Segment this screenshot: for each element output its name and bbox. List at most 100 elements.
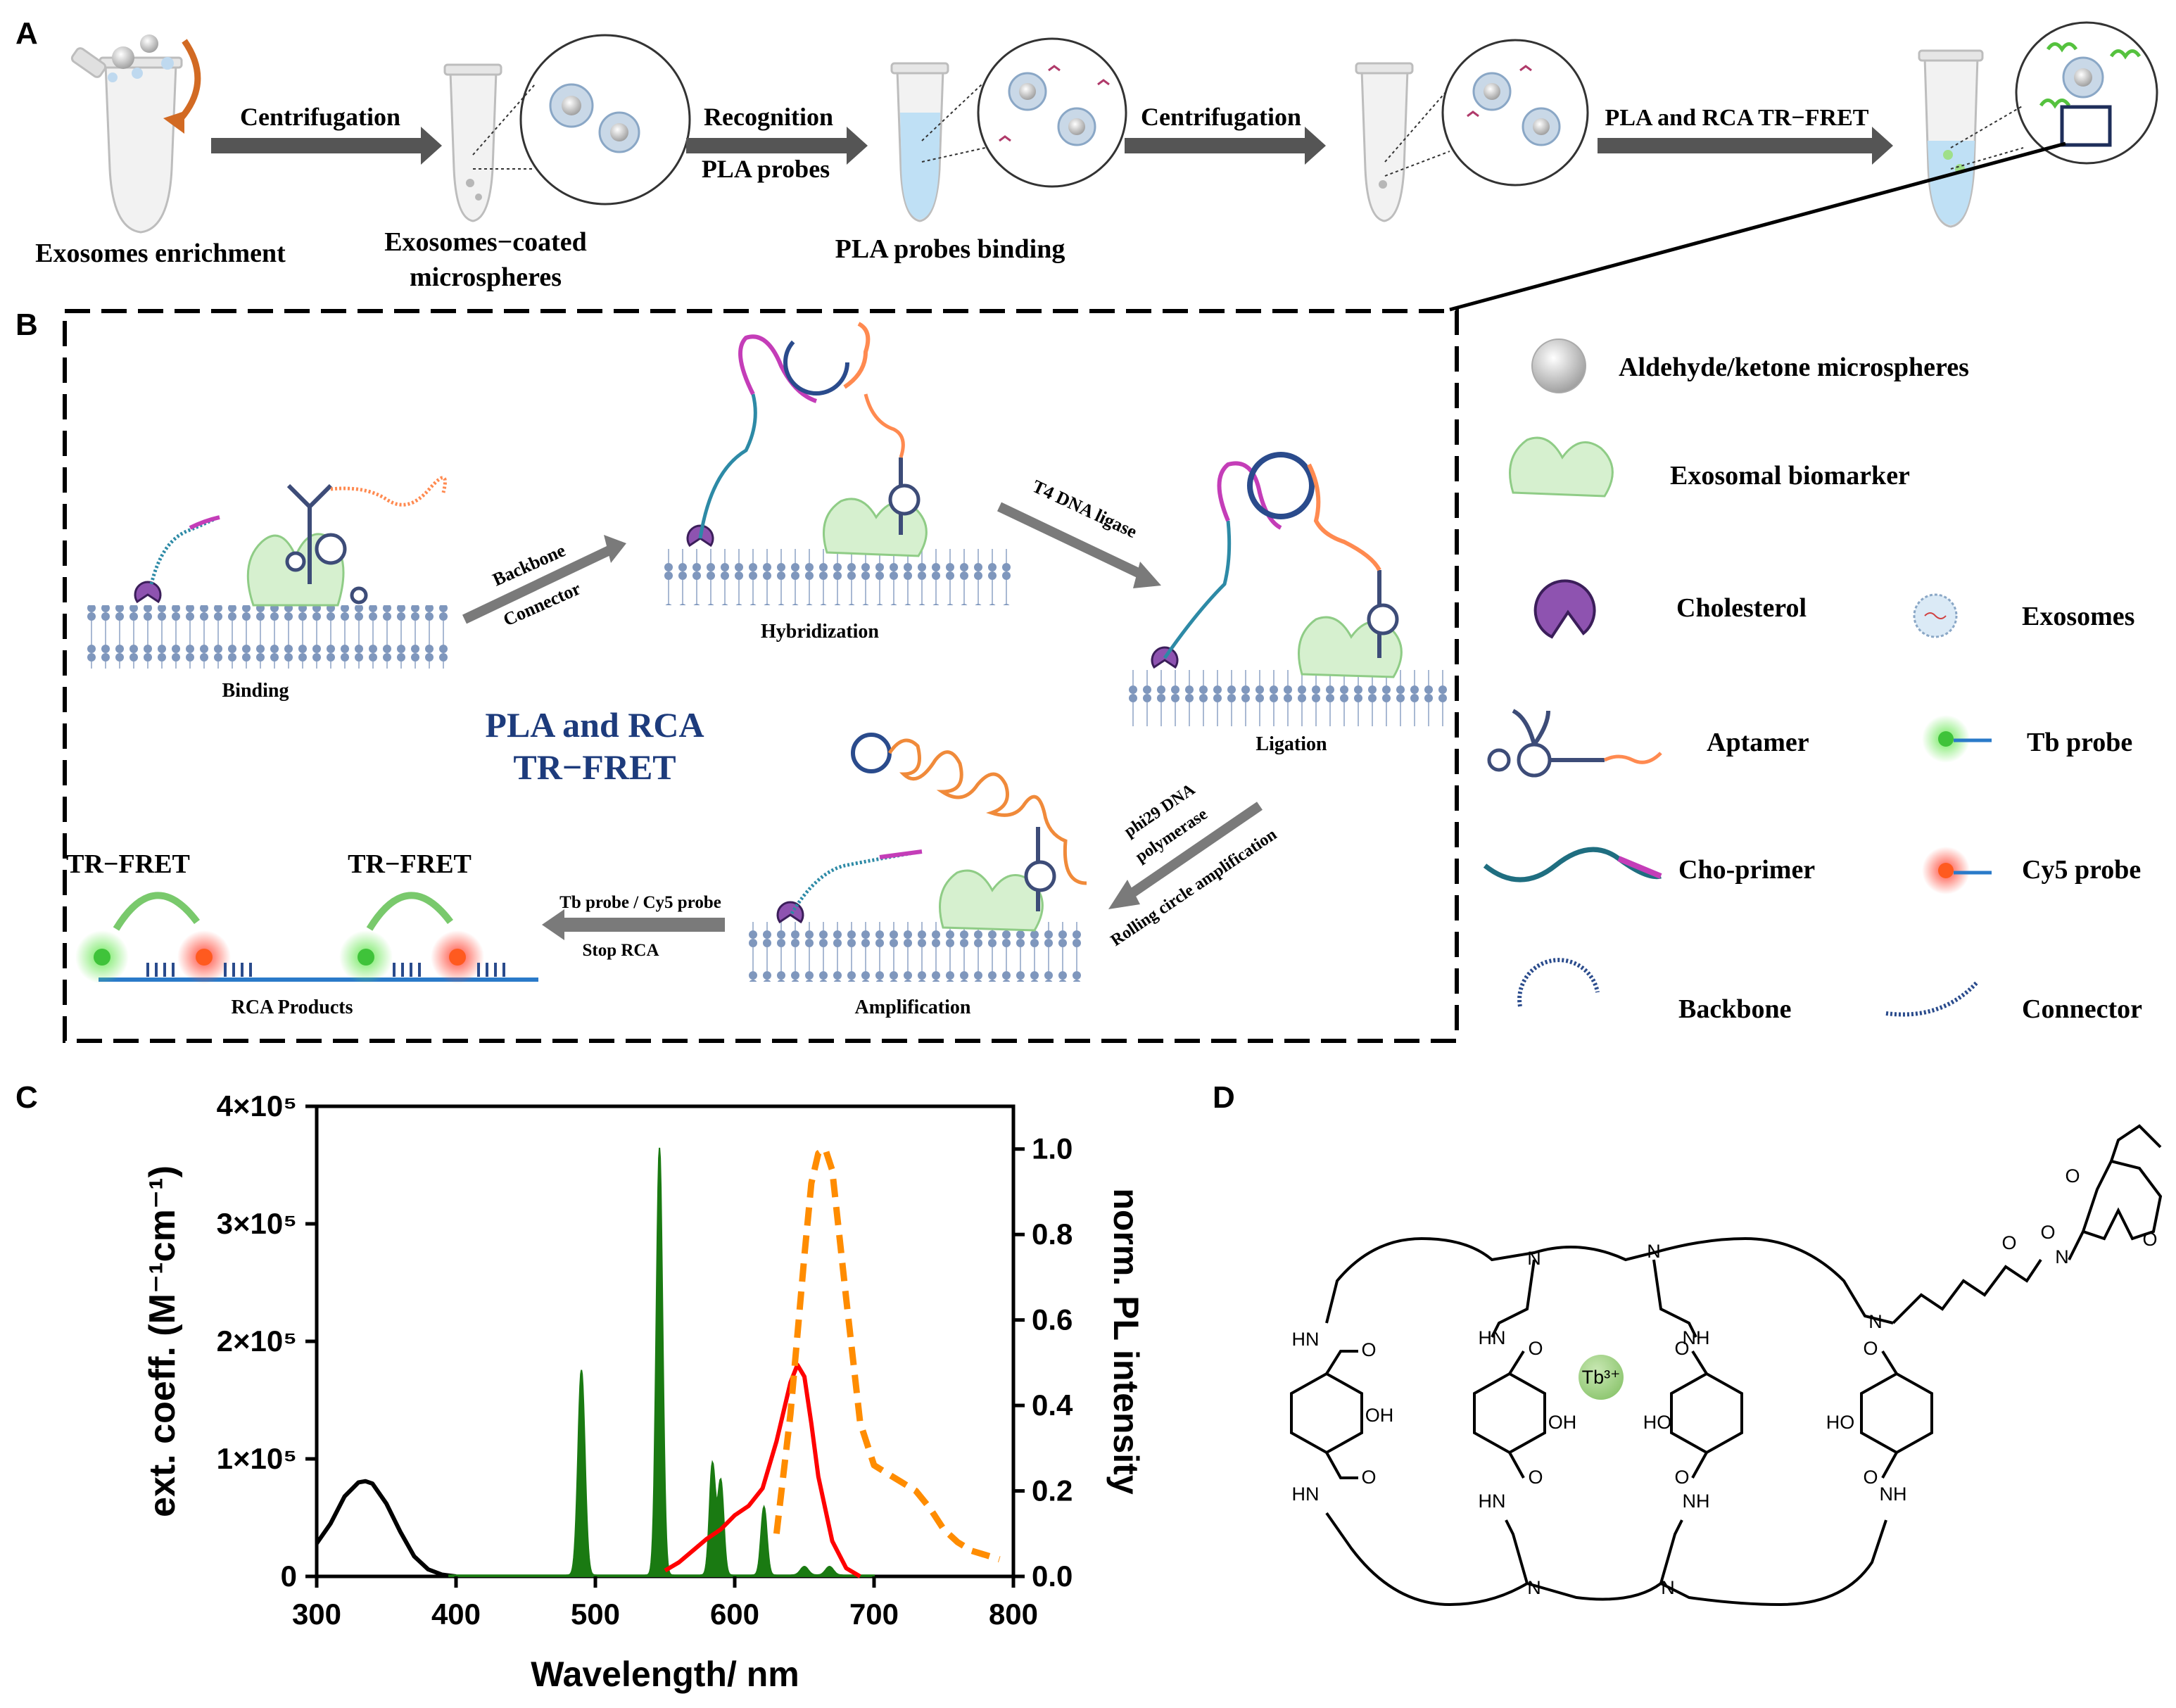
legend-label-connector: Connector	[2022, 994, 2142, 1024]
legend-label-backbone: Backbone	[1678, 994, 1791, 1024]
stage-label-rca-products: RCA Products	[232, 997, 353, 1018]
atom-o-3: O	[1528, 1338, 1543, 1359]
spectra-chart: 300 400 500 600 700 800 0 1×10⁵ 2×10⁵ 3×10⁵ 4×10⁵ 0…	[217, 1089, 1073, 1631]
legend-label-exosomes: Exosomes	[2022, 602, 2134, 631]
trfret-label-2: TR−FRET	[348, 849, 472, 879]
y-right-tick-label: 0.2	[1032, 1474, 1073, 1507]
atom-o-12: O	[2001, 1232, 2016, 1253]
legend-label-aptamer: Aptamer	[1707, 728, 1809, 757]
y-axis-right-title: norm. PL intensity	[1106, 1188, 1146, 1494]
step-label-pla-probes-binding: PLA probes binding	[835, 234, 1065, 264]
step-label-exosomes-enrichment: Exosomes enrichment	[35, 239, 286, 268]
atom-o-4: O	[1528, 1467, 1543, 1488]
y-left-tick-label: 1×10⁵	[217, 1442, 297, 1475]
series-cy5-absorption	[664, 1362, 861, 1579]
y-left-tick-label: 4×10⁵	[217, 1089, 297, 1122]
panel-c-label: C	[15, 1080, 38, 1115]
x-tick-label: 400	[431, 1598, 481, 1631]
panel-b-frame	[63, 309, 1459, 1043]
y-left-tick-label: 0	[281, 1560, 297, 1593]
atom-n-1: N	[1527, 1248, 1541, 1269]
legend-label-cho-primer: Cho-primer	[1678, 855, 1815, 885]
atom-n-6: N	[2055, 1246, 2069, 1267]
atom-o-2: O	[1361, 1467, 1376, 1488]
trfret-label-1: TR−FRET	[66, 849, 190, 879]
zoom-line	[1449, 141, 2066, 312]
group-nh-1: NH	[1683, 1327, 1710, 1348]
atom-o-1: O	[1361, 1339, 1376, 1360]
group-nh-3: NH	[1880, 1484, 1907, 1505]
arrow-label-pla-rca: PLA and RCA TR−FRET	[1605, 105, 1869, 131]
y-axis-left-title: ext. coeff. (M⁻¹cm⁻¹)	[142, 1165, 183, 1517]
group-ho-1: HO	[1643, 1412, 1672, 1433]
atom-o-9: O	[2040, 1222, 2055, 1243]
center-title-line2: TR−FRET	[513, 747, 676, 787]
legend	[1483, 339, 1992, 1017]
legend-label-biomarker: Exosomal biomarker	[1670, 461, 1910, 491]
group-ho-2: HO	[1826, 1412, 1855, 1433]
arrow-ligase	[997, 502, 1150, 582]
atom-o-7: O	[1863, 1338, 1878, 1359]
step-label-coated-line1: Exosomes−coated	[384, 227, 587, 257]
group-hn-1: HN	[1292, 1329, 1320, 1350]
biomarker-icon	[1509, 436, 1614, 498]
y-right-tick-label: 1.0	[1032, 1132, 1073, 1165]
cho-primer-icon	[1483, 847, 1662, 883]
legend-label-cholesterol: Cholesterol	[1676, 593, 1807, 623]
x-axis-title: Wavelength/ nm	[531, 1655, 799, 1694]
arrow-label-backbone: Backbone	[490, 540, 569, 590]
atom-o-6: O	[1674, 1467, 1689, 1488]
stage-label-amplification: Amplification	[855, 997, 971, 1018]
tb-probe-icon	[1922, 715, 1992, 763]
x-tick-label: 600	[710, 1598, 759, 1631]
tube-pla-rca	[1918, 21, 2158, 228]
arrow-tb-cy5	[563, 918, 725, 932]
y-left-tick-label: 3×10⁵	[217, 1207, 297, 1240]
y-left-tick-label: 2×10⁵	[217, 1324, 297, 1358]
arrow-label-centrifugation-2: Centrifugation	[1141, 103, 1301, 131]
arrow-label-centrifugation-1: Centrifugation	[240, 103, 400, 131]
atom-o-10: O	[2065, 1165, 2080, 1187]
tb-ion	[1579, 1355, 1624, 1400]
atom-o-5: O	[1674, 1338, 1689, 1359]
arrow-phi29	[1123, 802, 1263, 902]
x-tick-label: 500	[571, 1598, 620, 1631]
step-label-coated-line2: microspheres	[410, 262, 562, 292]
tube-exosomes-enrichment	[70, 34, 201, 234]
group-hn-3: HN	[1479, 1327, 1506, 1348]
microsphere-icon	[1531, 339, 1586, 393]
arrow-backbone-connector	[462, 544, 615, 624]
legend-label-tb-probe: Tb probe	[2027, 728, 2132, 757]
connector-icon	[1885, 980, 1980, 1017]
arrow-label-recognition: Recognition	[704, 103, 833, 131]
atom-n-5: N	[1661, 1577, 1675, 1598]
panel-b-label: B	[15, 308, 38, 342]
atom-o-11: O	[2142, 1229, 2157, 1250]
y-right-tick-label: 0.8	[1032, 1217, 1073, 1251]
tb-ion-label: Tb³⁺	[1582, 1367, 1621, 1388]
arrow-label-tb-cy5: Tb probe / Cy5 probe	[559, 893, 721, 912]
aptamer-icon	[1487, 709, 1662, 778]
arrow-label-stop-rca: Stop RCA	[582, 941, 659, 960]
series-cy5-emission	[773, 1146, 1001, 1563]
tube-centrifuged	[1355, 39, 1589, 222]
cholesterol-icon	[1533, 579, 1596, 639]
x-tick-label: 700	[849, 1598, 899, 1631]
rca-products	[75, 892, 538, 984]
stage-label-hybridization: Hybridization	[761, 621, 879, 643]
panel-d-label: D	[1213, 1080, 1235, 1115]
stage-label-binding: Binding	[222, 680, 289, 702]
arrow-pla-rca	[1598, 138, 1873, 153]
group-oh-1: OH	[1365, 1405, 1394, 1426]
series-tb-emission	[448, 1147, 875, 1577]
stage-binding	[84, 476, 450, 669]
arrow-label-pla-probes: PLA probes	[702, 155, 830, 183]
y-right-tick-label: 0.4	[1032, 1388, 1073, 1422]
atom-n-3: N	[1868, 1311, 1883, 1332]
tube-pla-probes-binding	[890, 37, 1127, 222]
group-hn-4: HN	[1479, 1491, 1506, 1512]
stage-hybridization	[662, 322, 1013, 605]
series-tb-complex-absorption	[315, 1479, 457, 1579]
atom-n-4: N	[1527, 1577, 1541, 1598]
